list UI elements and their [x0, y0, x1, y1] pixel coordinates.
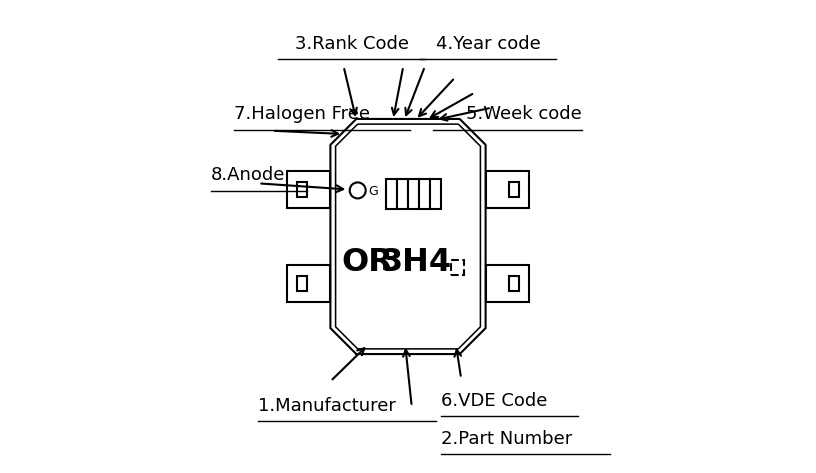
Text: 4.Year code: 4.Year code: [436, 35, 540, 53]
Bar: [419, 179, 430, 209]
Text: 7.Halogen Free: 7.Halogen Free: [234, 105, 370, 123]
Bar: [509, 276, 520, 291]
Polygon shape: [330, 119, 486, 354]
Text: 8.Anode: 8.Anode: [211, 166, 285, 184]
Polygon shape: [286, 171, 330, 208]
Text: 6.VDE Code: 6.VDE Code: [441, 392, 548, 410]
Circle shape: [350, 183, 366, 198]
Bar: [450, 260, 464, 275]
Bar: [408, 179, 419, 209]
Text: 3H4: 3H4: [381, 247, 452, 278]
Bar: [509, 182, 520, 197]
Text: 5.Week code: 5.Week code: [466, 105, 582, 123]
Text: 1.Manufacturer: 1.Manufacturer: [258, 397, 396, 415]
Bar: [296, 276, 307, 291]
Polygon shape: [486, 171, 530, 208]
Text: 3.Rank Code: 3.Rank Code: [295, 35, 409, 53]
Polygon shape: [486, 265, 530, 302]
Polygon shape: [286, 265, 330, 302]
Bar: [386, 179, 397, 209]
Text: 2.Part Number: 2.Part Number: [441, 429, 572, 448]
Text: G: G: [369, 185, 379, 198]
Text: OR: OR: [341, 247, 393, 278]
Bar: [296, 182, 307, 197]
Bar: [397, 179, 408, 209]
Bar: [430, 179, 441, 209]
